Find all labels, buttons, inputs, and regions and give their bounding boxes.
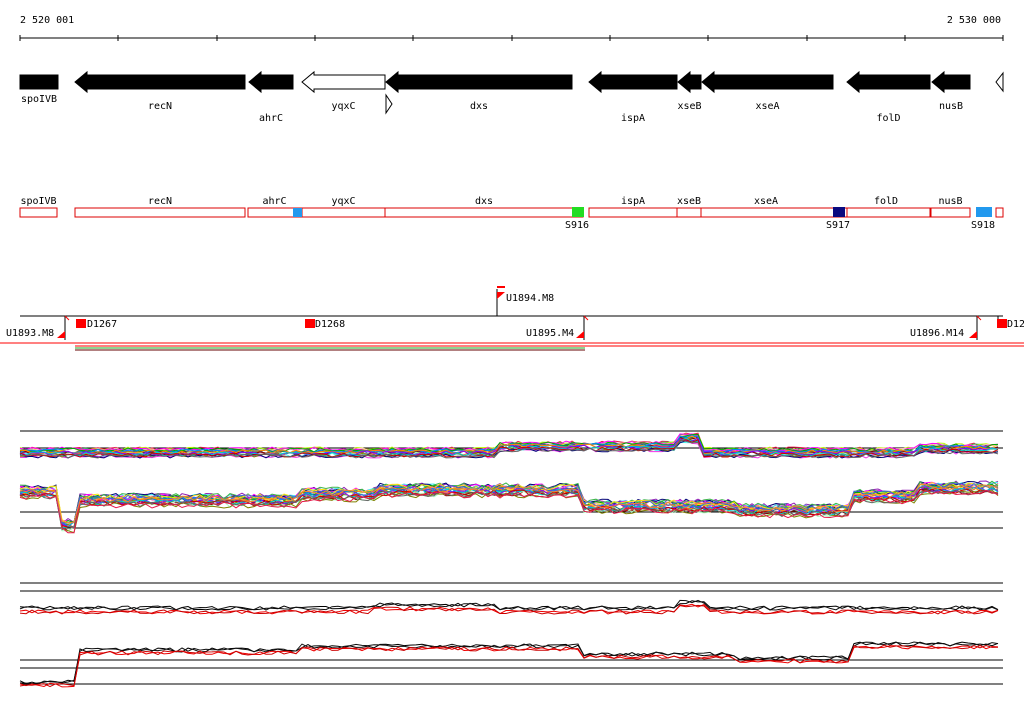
gene-arrow-recn[interactable] <box>74 70 246 94</box>
site-marker-s918[interactable] <box>976 207 992 217</box>
gene-arrow-fold[interactable] <box>846 70 931 94</box>
gene-label-recn: recN <box>148 101 172 112</box>
gene-box-spoivb[interactable] <box>19 207 58 218</box>
gene-label-ahrc: ahrC <box>259 113 283 124</box>
feature-label-d126: D126 <box>1007 319 1024 330</box>
feature-cap <box>497 286 505 288</box>
gene-label-xsea: xseA <box>755 101 779 112</box>
gene-arrow-spoivb[interactable] <box>19 74 59 90</box>
feature-tick <box>64 315 70 321</box>
gene-arrow-track: spoIVB recN ahrC yqxC dxs ispA xseB xseA folD nus… <box>19 70 1004 124</box>
feature-tick <box>976 315 982 321</box>
summary-trace-lower <box>19 641 999 685</box>
profile-trace-lower <box>19 489 999 531</box>
gene-box-track: spoIVB recN ahrC yqxC dxs ispA xseB xseA folD nus… <box>19 196 1004 218</box>
site-marker-s917[interactable] <box>833 207 845 217</box>
feature-label-u1893-m8: U1893.M8 <box>6 328 54 339</box>
gene-box-label-yqxc: yqxC <box>331 196 355 207</box>
summary-trace-upper <box>19 604 999 615</box>
gene-box-recn[interactable] <box>74 207 246 218</box>
gene-box-label-spoivb: spoIVB <box>20 196 56 207</box>
feature-label-d1268: D1268 <box>315 319 345 330</box>
gene-label-ispa: ispA <box>621 113 645 124</box>
gene-arrow-yqxc[interactable] <box>301 70 386 94</box>
feature-label-u1896-m14: U1896.M14 <box>910 328 964 339</box>
gene-box-fold[interactable] <box>846 207 931 218</box>
gene-label-fold: folD <box>876 113 900 124</box>
gene-box-dxs[interactable] <box>384 207 584 218</box>
site-label-s917: S917 <box>826 220 850 231</box>
profile-trace-upper <box>19 435 999 455</box>
gene-box-label-fold: folD <box>874 196 898 207</box>
site-marker-s916[interactable] <box>572 207 584 217</box>
site-marker-unlabeled[interactable] <box>293 208 302 217</box>
gene-arrow-xsea[interactable] <box>701 70 834 94</box>
gene-label-yqxc: yqxC <box>331 101 355 112</box>
gene-label-xseb: xseB <box>677 101 701 112</box>
gene-label-spoivb: spoIVB <box>21 94 57 105</box>
profile-trace-lower <box>19 489 999 534</box>
feature-marker-u1895-m4[interactable] <box>576 331 584 338</box>
profile-trace-upper <box>19 439 999 459</box>
gene-box-xseb[interactable] <box>676 207 702 218</box>
gene-arrow-ispa[interactable] <box>588 70 678 94</box>
feature-marker-u1896-m14[interactable] <box>969 331 977 338</box>
profile-trace-upper <box>19 439 999 458</box>
feature-track: U1894.M8 U1893.M8 D1267 D1268 U1895.M4 U1896.… <box>0 286 1024 351</box>
gene-label-dxs: dxs <box>470 101 488 112</box>
feature-marker-d126[interactable] <box>997 319 1007 328</box>
gene-box-label-dxs: dxs <box>475 196 493 207</box>
gene-label-nusb: nusB <box>939 101 963 112</box>
gene-box-ispa[interactable] <box>588 207 678 218</box>
feature-label-u1894-m8: U1894.M8 <box>506 293 554 304</box>
site-label-s916: S916 <box>565 220 589 231</box>
ruler-start-label: 2 520 001 <box>20 15 74 26</box>
gene-box-label-ahrc: ahrC <box>262 196 286 207</box>
summary-trace-upper <box>19 599 999 611</box>
gene-box-label-xsea: xseA <box>754 196 778 207</box>
profile-trace-lower <box>19 482 999 524</box>
ruler-ticks <box>19 35 1004 41</box>
summary-trace-lower <box>19 644 999 688</box>
profile-trace-upper <box>19 433 999 452</box>
gene-arrow-dxs[interactable] <box>385 70 573 94</box>
gene-box-label-ispa: ispA <box>621 196 645 207</box>
expression-profile-panel-colored <box>19 430 1003 534</box>
gene-arrow-partial[interactable] <box>995 71 1004 93</box>
coordinate-ruler: 2 520 001 2 530 000 <box>19 15 1004 41</box>
feature-label-u1895-m4: U1895.M4 <box>526 328 574 339</box>
feature-marker-u1893-m8[interactable] <box>57 331 65 338</box>
profile-trace-lower <box>19 483 999 524</box>
gene-box-nusb[interactable] <box>930 207 971 218</box>
feature-flag-u1894-m8[interactable] <box>497 292 505 299</box>
expression-profile-panel-summary <box>19 582 1003 688</box>
feature-tick <box>583 315 589 321</box>
gene-arrow-nusb[interactable] <box>931 70 971 94</box>
site-marker-track: S916 S917 S918 <box>565 207 995 231</box>
gene-box-label-recn: recN <box>148 196 172 207</box>
gene-arrow-xseb[interactable] <box>677 70 702 94</box>
gene-box-label-xseb: xseB <box>677 196 701 207</box>
gene-box-partial[interactable] <box>995 207 1004 218</box>
site-label-s918: S918 <box>971 220 995 231</box>
feature-marker-d1268[interactable] <box>305 319 315 328</box>
feature-label-d1267: D1267 <box>87 319 117 330</box>
feature-marker-d1267[interactable] <box>76 319 86 328</box>
ruler-end-label: 2 530 000 <box>947 15 1001 26</box>
gene-arrow-ahrc[interactable] <box>248 70 294 94</box>
gene-box-yqxc[interactable] <box>301 207 386 218</box>
terminator-marker <box>385 93 393 115</box>
gene-box-label-nusb: nusB <box>938 196 962 207</box>
